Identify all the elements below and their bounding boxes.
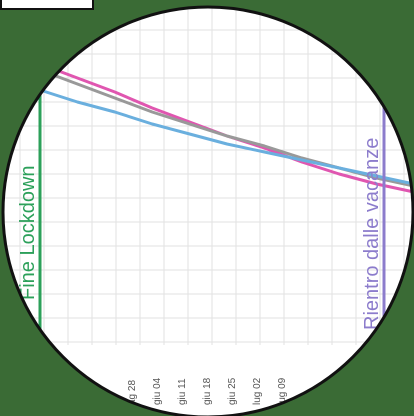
- lens-border: [1, 5, 414, 416]
- rientro-vacanze-label: Rientro dalle vacanze: [361, 138, 383, 330]
- x-tick-label: lug 09: [277, 377, 288, 405]
- series-lines: [3, 47, 413, 194]
- x-tick-label: 21: [102, 393, 113, 405]
- corner-badge: [0, 0, 94, 10]
- series-line-2: [3, 75, 413, 186]
- x-tick-label: giu 11: [177, 378, 188, 405]
- x-tick-label: ag 28: [127, 380, 138, 405]
- x-tick-label: lug 02: [252, 377, 263, 405]
- x-tick-label: giu 25: [227, 377, 238, 405]
- fine-lockdown-label: Fine Lockdown: [17, 165, 39, 300]
- x-tick-label: giu 04: [152, 377, 163, 405]
- x-axis-ticks: 21 ag 28 giu 04 giu 11 giu 18 giu 25 lug 02 lug…: [102, 377, 313, 405]
- x-tick-label: giu 18: [202, 377, 213, 405]
- x-tick-label: 16: [302, 393, 313, 405]
